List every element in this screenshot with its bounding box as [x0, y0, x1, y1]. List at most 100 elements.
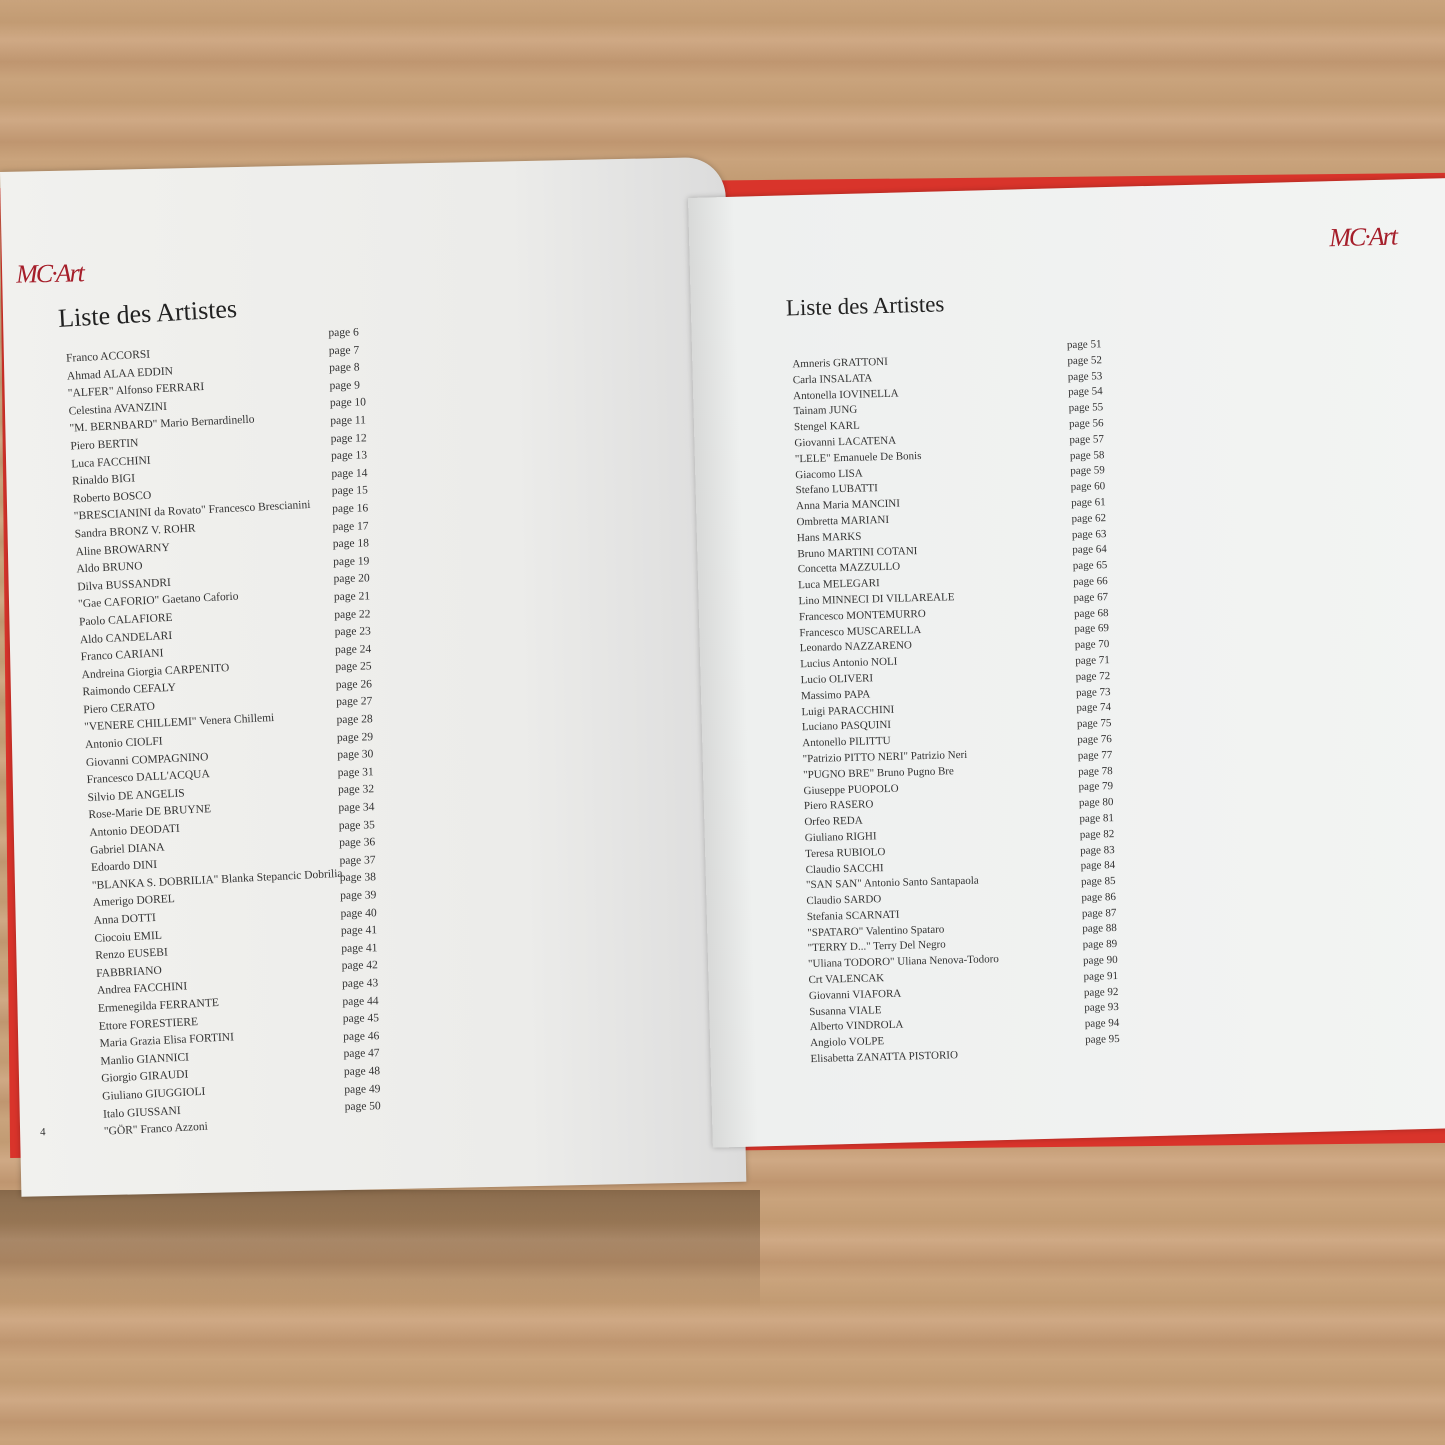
page-reference: page 95: [1085, 1033, 1120, 1046]
page-reference: page 77: [1077, 748, 1113, 762]
page-reference: page 20: [333, 572, 370, 586]
page-reference: page 90: [1082, 954, 1118, 967]
page-reference: page 56: [1068, 417, 1104, 431]
page-reference: page 21: [333, 590, 371, 604]
page-reference: page 38: [339, 871, 377, 885]
page-reference: page 26: [335, 678, 373, 691]
page-reference: page 47: [343, 1047, 380, 1061]
page-reference: page 61: [1070, 496, 1106, 510]
page-reference: page 40: [340, 906, 377, 920]
page-reference: page 12: [330, 431, 367, 445]
page-reference: page 82: [1079, 827, 1115, 841]
page-title: Liste des Artistes: [57, 293, 238, 333]
page-reference: page 79: [1078, 780, 1114, 794]
page-reference: page 84: [1080, 859, 1116, 873]
page-reference: page 11: [330, 414, 367, 428]
page-reference: page 78: [1077, 764, 1113, 778]
page-number: 4: [39, 1126, 46, 1139]
page-reference: page 54: [1068, 385, 1103, 399]
page-reference: page 44: [342, 994, 379, 1008]
page-reference: page 86: [1081, 890, 1117, 904]
page-reference: page 60: [1070, 480, 1106, 494]
page-reference: page 13: [330, 449, 368, 463]
page-reference: page 53: [1067, 369, 1103, 383]
right-page: MC·Art Liste des Artistes Amneris GRATTO…: [688, 178, 1445, 1148]
page-reference: page 92: [1083, 985, 1119, 999]
page-reference: page 9: [329, 379, 361, 392]
page-reference: page 8: [329, 361, 360, 375]
page-number-list: page 51 page 52 page 53 page 54 page 55 page …: [1067, 337, 1120, 1049]
page-reference: page 55: [1068, 401, 1104, 415]
page-reference: page 62: [1071, 511, 1107, 525]
page-reference: page 87: [1081, 906, 1117, 920]
page-reference: page 93: [1084, 1001, 1120, 1015]
page-reference: page 10: [329, 396, 367, 410]
page-reference: page 89: [1082, 938, 1118, 952]
page-reference: page 57: [1069, 432, 1105, 446]
page-reference: page 25: [335, 660, 372, 674]
mcart-logo: MC·Art: [15, 258, 84, 289]
page-reference: page 16: [332, 502, 369, 516]
page-reference: page 83: [1080, 843, 1115, 857]
page-reference: page 91: [1083, 969, 1119, 983]
page-reference: page 28: [336, 713, 373, 727]
page-reference: page 41: [341, 942, 378, 955]
page-reference: page 74: [1076, 701, 1112, 715]
page-reference: page 42: [341, 959, 378, 973]
page-reference: page 43: [341, 977, 379, 990]
page-reference: page 58: [1069, 448, 1105, 462]
page-reference: page 80: [1078, 796, 1114, 810]
page-reference: page 88: [1082, 922, 1117, 936]
page-reference: page 65: [1072, 559, 1108, 573]
page-reference: page 46: [343, 1029, 380, 1043]
page-reference: page 39: [340, 889, 377, 903]
page-reference: page 32: [337, 783, 375, 797]
page-reference: page 18: [332, 537, 370, 551]
page-reference: page 34: [338, 801, 375, 815]
page-reference: page 24: [334, 643, 372, 656]
page-reference: page 73: [1075, 685, 1111, 699]
page-reference: page 76: [1077, 733, 1112, 746]
mcart-logo: MC·Art: [1328, 221, 1397, 253]
page-reference: page 69: [1074, 622, 1110, 636]
page-reference: page 23: [334, 625, 371, 639]
artist-name-list: Franco ACCORSI Ahmad ALAA EDDIN "ALFER" Al…: [66, 338, 355, 1141]
page-reference: page 66: [1073, 575, 1108, 588]
page-reference: page 59: [1070, 464, 1105, 478]
page-reference: page 68: [1073, 606, 1109, 620]
page-reference: page 22: [334, 607, 371, 621]
page-reference: page 27: [336, 695, 373, 709]
page-reference: page 49: [344, 1082, 381, 1096]
page-reference: page 35: [338, 818, 375, 832]
page-reference: page 50: [344, 1100, 381, 1114]
page-reference: page 30: [337, 748, 374, 762]
page-reference: page 72: [1075, 669, 1111, 683]
page-reference: page 36: [339, 836, 376, 850]
page-reference: page 29: [336, 730, 374, 744]
page-reference: page 70: [1074, 638, 1110, 652]
book-shadow: [0, 1190, 760, 1310]
page-reference: page 15: [331, 484, 368, 498]
page-reference: page 41: [340, 924, 378, 938]
page-reference: page 51: [1066, 338, 1102, 352]
artist-name-list: Amneris GRATTONI Carla INSALATA Antonella …: [792, 352, 1001, 1068]
page-title: Liste des Artistes: [785, 291, 945, 321]
page-reference: page 67: [1073, 590, 1109, 604]
page-reference: page 75: [1076, 717, 1112, 731]
page-reference: page 6: [328, 326, 359, 340]
page-reference: page 31: [337, 766, 374, 779]
page-reference: page 85: [1080, 875, 1116, 889]
page-reference: page 94: [1084, 1017, 1120, 1031]
page-reference: page 17: [332, 519, 369, 533]
page-reference: page 37: [339, 854, 376, 867]
page-reference: page 7: [328, 344, 360, 357]
page-reference: page 63: [1071, 527, 1107, 541]
page-reference: page 52: [1067, 354, 1103, 367]
page-reference: page 64: [1072, 543, 1108, 557]
page-reference: page 81: [1079, 811, 1115, 825]
page-reference: page 48: [343, 1065, 381, 1078]
page-reference: page 19: [333, 555, 370, 568]
page-reference: page 71: [1075, 654, 1110, 667]
left-page: MC·Art Liste des Artistes Franco ACCORSI…: [0, 156, 747, 1197]
page-reference: page 14: [331, 467, 368, 480]
